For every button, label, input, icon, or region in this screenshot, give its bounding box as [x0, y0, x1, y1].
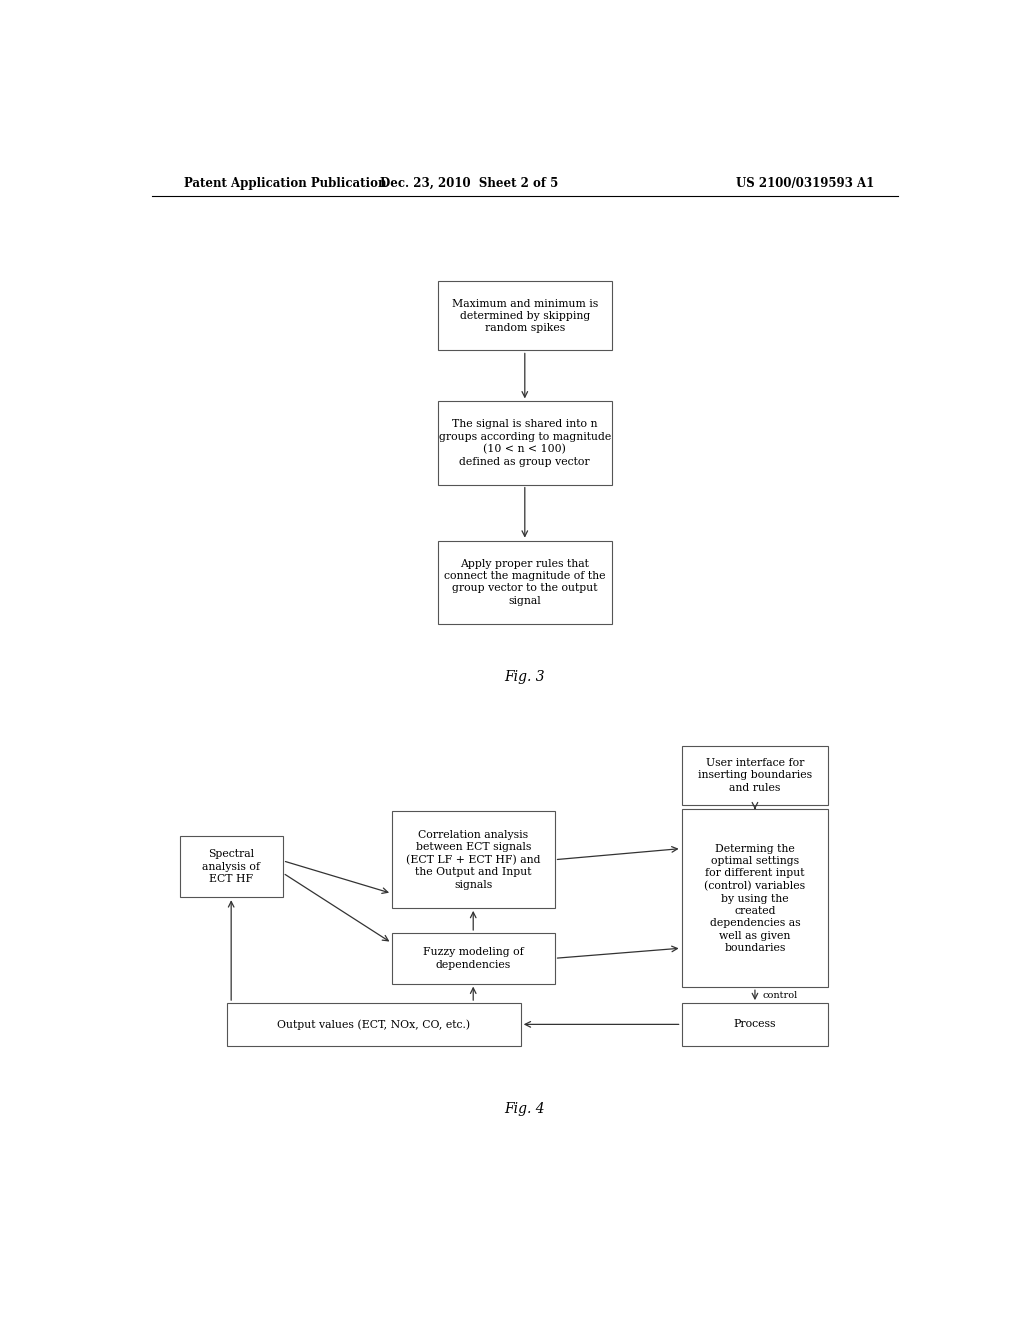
Bar [437, 281, 612, 351]
Text: control: control [763, 990, 798, 999]
Bar [437, 401, 612, 484]
Text: The signal is shared into n
groups according to magnitude
(10 < n < 100)
defined: The signal is shared into n groups accor… [438, 420, 611, 467]
Text: Dec. 23, 2010  Sheet 2 of 5: Dec. 23, 2010 Sheet 2 of 5 [380, 177, 558, 190]
Bar [437, 541, 612, 624]
Bar [227, 1003, 521, 1045]
Text: Fig. 4: Fig. 4 [505, 1102, 545, 1115]
Text: Spectral
analysis of
ECT HF: Spectral analysis of ECT HF [202, 850, 260, 884]
Bar [392, 933, 555, 983]
Text: Determing the
optimal settings
for different input
(control) variables
by using : Determing the optimal settings for diffe… [705, 843, 806, 953]
Text: Output values (ECT, NOx, CO, etc.): Output values (ECT, NOx, CO, etc.) [278, 1019, 471, 1030]
Bar [682, 746, 828, 805]
Text: Maximum and minimum is
determined by skipping
random spikes: Maximum and minimum is determined by ski… [452, 298, 598, 334]
Bar [179, 837, 283, 898]
Text: Correlation analysis
between ECT signals
(ECT LF + ECT HF) and
the Output and In: Correlation analysis between ECT signals… [406, 830, 541, 890]
Bar [682, 809, 828, 987]
Bar [392, 812, 555, 908]
Bar [682, 1003, 828, 1045]
Text: Fig. 3: Fig. 3 [505, 669, 545, 684]
Text: Process: Process [733, 1019, 776, 1030]
Text: User interface for
inserting boundaries
and rules: User interface for inserting boundaries … [698, 758, 812, 793]
Text: Apply proper rules that
connect the magnitude of the
group vector to the output
: Apply proper rules that connect the magn… [444, 558, 605, 606]
Text: Patent Application Publication: Patent Application Publication [183, 177, 386, 190]
Text: US 2100/0319593 A1: US 2100/0319593 A1 [735, 177, 873, 190]
Text: Fuzzy modeling of
dependencies: Fuzzy modeling of dependencies [423, 948, 523, 969]
